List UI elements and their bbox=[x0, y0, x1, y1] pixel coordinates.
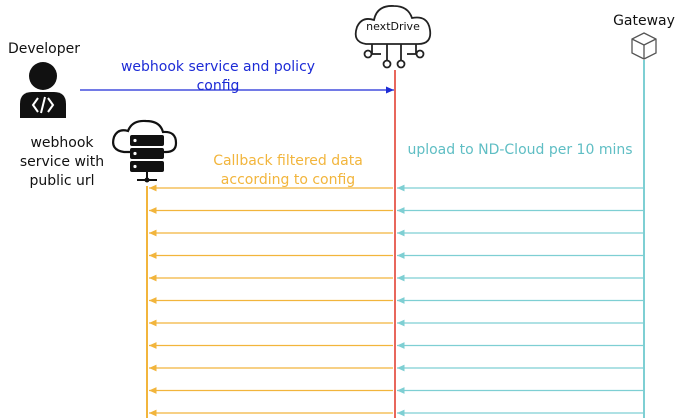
developer-icon bbox=[20, 62, 66, 118]
webhook-service-label: webhook service with public url bbox=[19, 135, 105, 189]
config-message-label: webhook service and policy config bbox=[120, 59, 316, 94]
cube-icon bbox=[631, 32, 657, 60]
gateway-label: Gateway bbox=[613, 13, 675, 29]
upload-message-label: upload to ND-Cloud per 10 mins bbox=[407, 142, 633, 158]
cloud-network-icon bbox=[354, 5, 432, 69]
callback-message-label: Callback filtered data according to conf… bbox=[213, 153, 363, 188]
server-cloud-icon bbox=[112, 119, 178, 183]
developer-label: Developer bbox=[7, 41, 80, 57]
repeated-arrows bbox=[149, 184, 643, 417]
nextdrive-label: nextDrive bbox=[366, 20, 420, 33]
